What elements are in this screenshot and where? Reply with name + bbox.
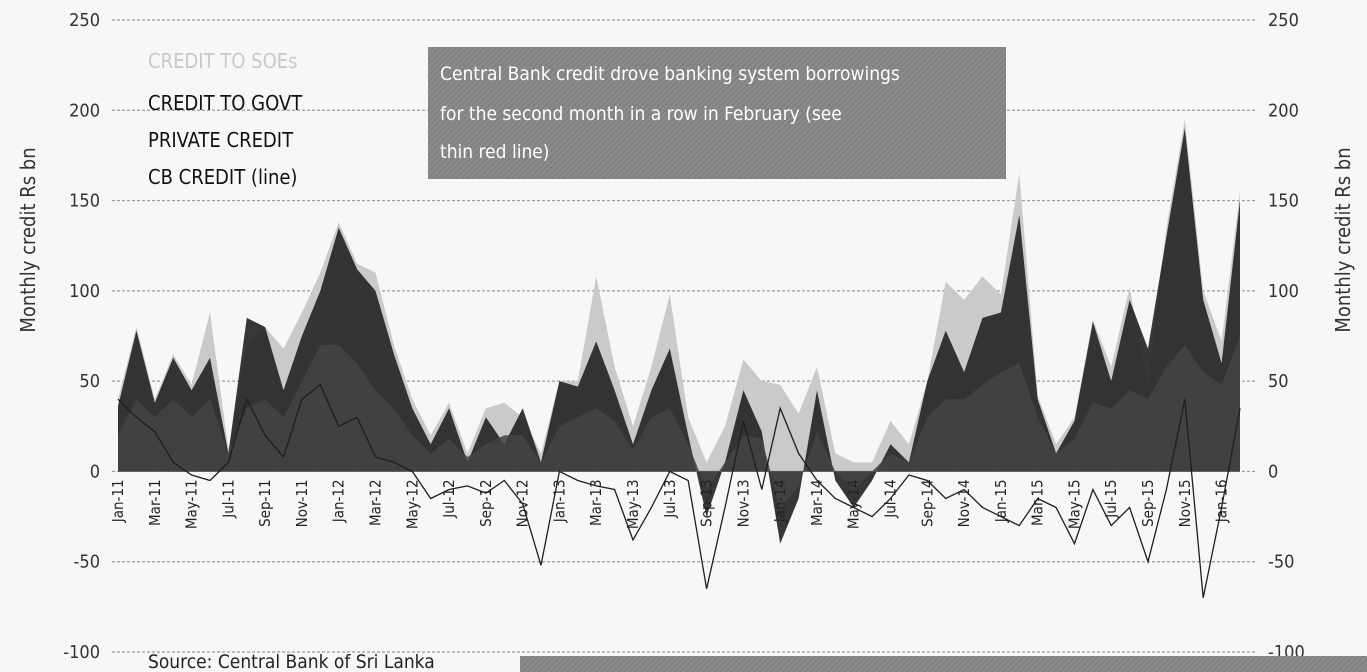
y-tick-label-right: 250: [1268, 10, 1299, 31]
x-tick-label: Nov-11: [293, 479, 311, 527]
x-axis-ticks: Jan-11 Mar-11 May-11 Jul-11 Sep-11 Nov-11 Jan-…: [109, 479, 1231, 529]
x-tick-label: Mar-13: [587, 479, 605, 526]
y-axis-right-label: Monthly credit Rs bn: [1331, 147, 1355, 332]
annotation-line-1: Central Bank credit drove banking system…: [440, 63, 900, 85]
x-tick-label: Nov-13: [734, 479, 752, 527]
x-tick-label: May-14: [845, 479, 863, 529]
x-tick-label: Jan-12: [330, 479, 348, 523]
y-axis-left-label: Monthly credit Rs bn: [16, 147, 40, 332]
x-tick-label: Mar-12: [367, 479, 385, 526]
legend-private: PRIVATE CREDIT: [148, 128, 294, 152]
y-tick-label-left: -100: [63, 642, 100, 663]
x-tick-label: Mar-11: [146, 479, 164, 526]
x-tick-label: Jul-11: [219, 479, 237, 518]
x-tick-label: Nov-12: [514, 479, 532, 527]
x-tick-label: Nov-15: [1176, 479, 1194, 527]
x-tick-label: May-15: [1066, 479, 1084, 529]
y-tick-label-right: 50: [1268, 371, 1289, 392]
cb-credit-line: [117, 383, 1241, 598]
x-tick-label: Mar-14: [808, 479, 826, 526]
y-tick-label-left: 100: [69, 281, 100, 302]
legend-cb-line: CB CREDIT (line): [148, 165, 297, 189]
x-tick-label: Sep-14: [918, 479, 936, 526]
x-tick-label: Mar-15: [1029, 479, 1047, 526]
x-tick-label: Sep-12: [477, 479, 495, 526]
x-tick-label: Sep-11: [256, 479, 274, 526]
y-tick-label-right: 100: [1268, 281, 1299, 302]
y-tick-label-right: -50: [1268, 552, 1294, 573]
y-tick-label-left: 50: [79, 371, 100, 392]
y-tick-label-left: 250: [69, 10, 100, 31]
y-axis-left-ticks: 250 200 150 100 50 0 -50 -100: [63, 10, 100, 663]
y-tick-label-left: 0: [90, 461, 100, 482]
cb-credit-line-group: [117, 383, 1241, 598]
y-tick-label-right: 150: [1268, 191, 1299, 212]
legend-govt: CREDIT TO GOVT: [148, 91, 303, 115]
x-tick-label: Jan-16: [1213, 479, 1231, 523]
y-tick-label-left: 150: [69, 191, 100, 212]
x-tick-label: Jul-13: [661, 479, 679, 518]
x-tick-label: Jan-11: [109, 479, 127, 523]
source-note: Source: Central Bank of Sri Lanka: [148, 651, 435, 672]
y-tick-label-right: 200: [1268, 100, 1299, 121]
y-tick-label-right: 0: [1268, 461, 1278, 482]
x-tick-label: Jul-12: [440, 479, 458, 518]
annotation-line-3: thin red line): [440, 141, 549, 163]
x-tick-label: May-13: [624, 479, 642, 529]
x-tick-label: Jan-14: [771, 479, 789, 523]
x-tick-label: Jan-13: [550, 479, 568, 523]
annotation-line-2: for the second month in a row in Februar…: [440, 103, 842, 125]
x-tick-label: Sep-13: [698, 479, 716, 526]
x-tick-label: May-12: [403, 479, 421, 529]
x-tick-label: Sep-15: [1139, 479, 1157, 526]
x-tick-label: May-11: [183, 479, 201, 529]
footer-bar: [520, 656, 1367, 672]
y-tick-label-left: -50: [74, 552, 100, 573]
legend: CREDIT TO SOEs CREDIT TO GOVT PRIVATE CR…: [148, 49, 303, 189]
x-tick-label: Jul-14: [882, 479, 900, 518]
x-tick-label: Jan-15: [992, 479, 1010, 523]
y-tick-label-left: 200: [69, 100, 100, 121]
x-tick-label: Nov-14: [955, 479, 973, 527]
x-tick-label: Jul-15: [1102, 479, 1120, 518]
legend-soes: CREDIT TO SOEs: [148, 49, 297, 73]
annotation-box: Central Bank credit drove banking system…: [428, 47, 1006, 179]
